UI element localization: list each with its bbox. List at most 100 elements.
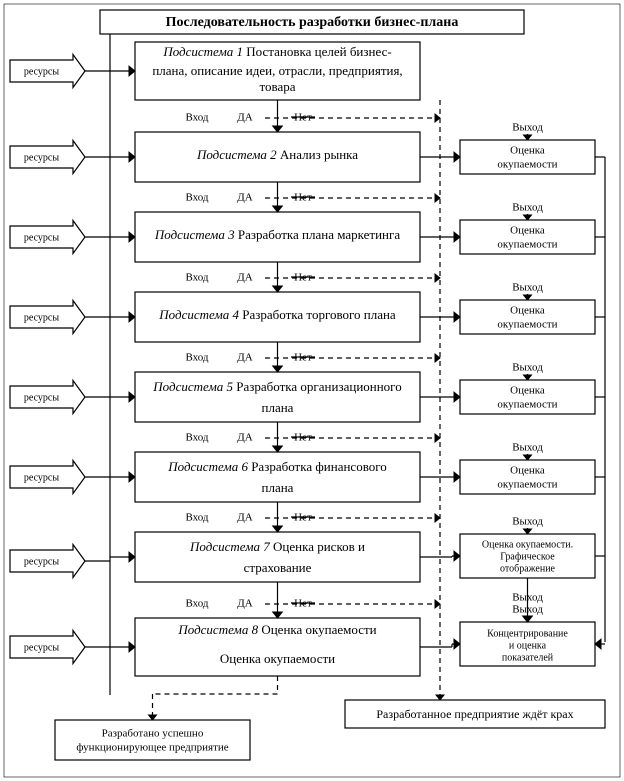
arrowhead	[524, 455, 532, 460]
arrowhead	[149, 715, 157, 720]
arrowhead	[454, 472, 460, 482]
arrowhead	[454, 152, 460, 162]
arrowhead	[454, 392, 460, 402]
arrowhead	[129, 66, 135, 76]
arrowhead	[129, 642, 135, 652]
success-box	[55, 720, 250, 760]
arrowhead	[273, 286, 283, 292]
label-input: Вход	[185, 192, 208, 204]
label-output: Выход	[512, 516, 543, 528]
svg-text:окупаемости: окупаемости	[497, 479, 557, 491]
svg-text:функционирующее предприятие: функционирующее предприятие	[76, 742, 228, 754]
label-yes: ДА	[237, 598, 253, 610]
arrowhead	[523, 616, 533, 622]
arrowhead	[273, 612, 283, 618]
label-input: Вход	[185, 272, 208, 284]
svg-text:отображение: отображение	[500, 563, 556, 574]
arrowhead	[435, 194, 440, 202]
svg-text:Разработано успешно: Разработано успешно	[102, 728, 204, 740]
svg-text:окупаемости: окупаемости	[497, 239, 557, 251]
svg-text:Разработанное предприятие ждёт: Разработанное предприятие ждёт крах	[376, 707, 573, 721]
resources-label: ресурсы	[24, 152, 59, 163]
svg-text:Оценка: Оценка	[510, 145, 545, 157]
label-yes: ДА	[237, 192, 253, 204]
subsystem-text-4: Подсистема 4 Разработка торгового плана	[158, 307, 396, 322]
subsystem-text-7: Подсистема 7 Оценка рисков и	[189, 539, 365, 554]
arrowhead	[273, 126, 283, 132]
svg-text:Оценка окупаемости: Оценка окупаемости	[220, 651, 335, 666]
resources-label: ресурсы	[24, 472, 59, 483]
arrowhead	[129, 152, 135, 162]
arrowhead	[595, 639, 601, 649]
label-input: Вход	[185, 352, 208, 364]
arrowhead	[436, 695, 444, 700]
label-input: Вход	[185, 512, 208, 524]
arrowhead	[273, 366, 283, 372]
svg-text:Оценка окупаемости.: Оценка окупаемости.	[482, 539, 573, 550]
arrowhead	[273, 206, 283, 212]
svg-text:Оценка: Оценка	[510, 465, 545, 477]
title-text: Последовательность разработки бизнес-пла…	[166, 15, 459, 30]
subsystem-text-8: Подсистема 8 Оценка окупаемости	[177, 622, 376, 637]
arrowhead	[524, 215, 532, 220]
label-output: Выход	[512, 202, 543, 214]
resources-label: ресурсы	[24, 66, 59, 77]
svg-text:окупаемости: окупаемости	[497, 159, 557, 171]
subsystem-text-1: Подсистема 1 Постановка целей бизнес-	[162, 44, 391, 59]
svg-text:Оценка: Оценка	[510, 305, 545, 317]
resources-label: ресурсы	[24, 232, 59, 243]
arrowhead	[435, 434, 440, 442]
label-output: Выход	[512, 362, 543, 374]
arrowhead	[435, 354, 440, 362]
arrowhead	[435, 274, 440, 282]
label-input: Вход	[185, 598, 208, 610]
arrowhead	[273, 526, 283, 532]
svg-text:Оценка: Оценка	[510, 385, 545, 397]
arrowhead	[129, 552, 135, 562]
label-yes: ДА	[237, 272, 253, 284]
svg-text:и оценка: и оценка	[509, 640, 547, 651]
label-yes: ДА	[237, 512, 253, 524]
svg-text:товара: товара	[259, 79, 295, 94]
arrowhead	[435, 514, 440, 522]
label-output: Выход	[512, 122, 543, 134]
svg-text:окупаемости: окупаемости	[497, 319, 557, 331]
svg-text:Концентрирование: Концентрирование	[487, 628, 568, 639]
arrowhead	[273, 446, 283, 452]
label-yes: ДА	[237, 352, 253, 364]
arrowhead	[129, 232, 135, 242]
svg-text:плана: плана	[262, 480, 294, 495]
arrowhead	[454, 232, 460, 242]
arrowhead	[435, 600, 440, 608]
arrowhead	[524, 375, 532, 380]
arrowhead	[129, 472, 135, 482]
arrowhead	[524, 295, 532, 300]
label-output: Выход	[512, 282, 543, 294]
svg-text:плана: плана	[262, 400, 294, 415]
svg-text:показателей: показателей	[502, 652, 554, 663]
label-input: Вход	[185, 112, 208, 124]
arrowhead	[524, 135, 532, 140]
arrowhead	[454, 312, 460, 322]
label-output: Выход	[512, 442, 543, 454]
label-input: Вход	[185, 432, 208, 444]
subsystem-text-5: Подсистема 5 Разработка организационного	[152, 379, 401, 394]
svg-text:страхование: страхование	[244, 560, 312, 575]
arrowhead	[129, 392, 135, 402]
resources-label: ресурсы	[24, 642, 59, 653]
resources-label: ресурсы	[24, 312, 59, 323]
subsystem-text-6: Подсистема 6 Разработка финансового	[167, 459, 387, 474]
resources-label: ресурсы	[24, 392, 59, 403]
arrowhead	[454, 639, 460, 649]
svg-text:окупаемости: окупаемости	[497, 399, 557, 411]
label-output: Выход	[512, 592, 543, 604]
svg-text:Графическое: Графическое	[500, 551, 555, 562]
svg-text:Оценка: Оценка	[510, 225, 545, 237]
subsystem-text-3: Подсистема 3 Разработка плана маркетинга	[154, 227, 400, 242]
svg-text:плана, описание идеи, отрасли,: плана, описание идеи, отрасли, предприят…	[152, 63, 402, 78]
arrowhead	[454, 551, 460, 561]
arrowhead	[524, 529, 532, 534]
subsystem-text-2: Подсистема 2 Анализ рынка	[196, 147, 358, 162]
arrowhead	[129, 312, 135, 322]
arrowhead	[435, 114, 440, 122]
